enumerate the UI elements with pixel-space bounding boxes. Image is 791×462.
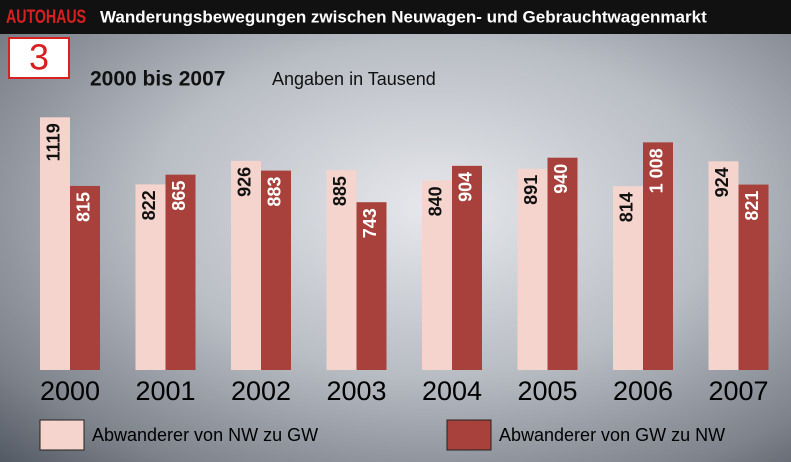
value-label: 885 xyxy=(330,176,350,206)
value-label: 924 xyxy=(712,167,732,197)
x-tick-label: 2005 xyxy=(517,376,577,406)
x-tick-label: 2001 xyxy=(135,376,195,406)
value-label: 1 008 xyxy=(647,148,667,193)
value-label: 883 xyxy=(265,177,285,207)
legend-swatch xyxy=(447,420,491,450)
value-label: 821 xyxy=(742,191,762,221)
note: Angaben in Tausend xyxy=(272,69,436,89)
x-tick-label: 2007 xyxy=(708,376,768,406)
badge: 3 xyxy=(29,37,49,78)
legend-swatch xyxy=(40,420,84,450)
value-label: 815 xyxy=(74,192,94,222)
chart-title: Wanderungsbewegungen zwischen Neuwagen- … xyxy=(100,7,707,26)
legend-label: Abwanderer von NW zu GW xyxy=(92,425,318,445)
value-label: 904 xyxy=(456,172,476,202)
value-label: 743 xyxy=(360,208,380,238)
x-tick-label: 2002 xyxy=(231,376,291,406)
value-label: 865 xyxy=(169,181,189,211)
value-label: 926 xyxy=(235,167,255,197)
value-label: 1119 xyxy=(44,123,64,161)
legend-label: Abwanderer von GW zu NW xyxy=(499,425,725,445)
value-label: 814 xyxy=(617,192,637,222)
value-label: 891 xyxy=(521,175,541,205)
x-tick-label: 2000 xyxy=(40,376,100,406)
value-label: 822 xyxy=(139,190,159,220)
chart: AUTOHAUS Wanderungsbewegungen zwischen N… xyxy=(0,0,791,462)
x-tick-label: 2004 xyxy=(422,376,482,406)
x-tick-label: 2006 xyxy=(613,376,673,406)
x-tick-label: 2003 xyxy=(326,376,386,406)
value-label: 840 xyxy=(426,186,446,216)
brand: AUTOHAUS xyxy=(6,7,86,28)
value-label: 940 xyxy=(551,164,571,194)
subtitle: 2000 bis 2007 xyxy=(90,68,225,91)
